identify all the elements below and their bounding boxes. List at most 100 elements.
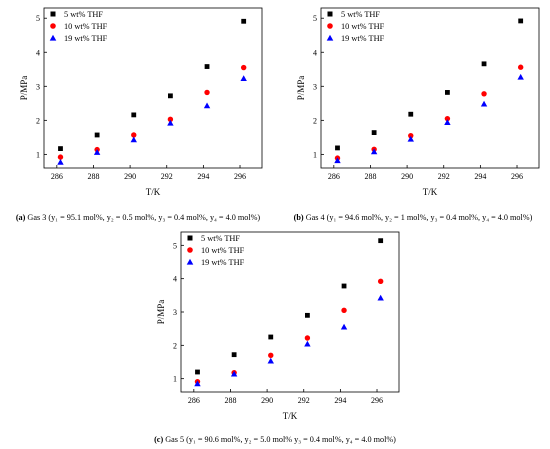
- chart-c-series-19-wt-thf: [194, 294, 384, 387]
- chart-b-series-10-wt-thf: [334, 64, 524, 161]
- chart-b-point-5-wt-thf-2: [408, 111, 414, 117]
- chart-c-y-tick-label-4: 4: [173, 275, 177, 284]
- chart-a-point-10-wt-thf-4: [204, 89, 210, 96]
- chart-c-series-5-wt-thf: [195, 238, 384, 375]
- chart-c-y-tick-label-1: 1: [173, 375, 177, 384]
- chart-a-point-10-wt-thf-5: [240, 64, 247, 71]
- chart-a-plot-frame: [43, 7, 263, 169]
- chart-a-point-19-wt-thf-3: [167, 119, 174, 126]
- chart-c-legend: 5 wt% THF 10 wt% THF 19 wt% THF: [186, 234, 245, 267]
- caption-b: (b) Gas 4 (y₁ = 94.6 mol%, y₂ = 1 mol%, …: [276, 213, 550, 222]
- chart-c-point-19-wt-thf-0: [194, 380, 201, 387]
- chart-a-x-tick-label-292: 292: [161, 172, 173, 181]
- chart-b-y-tick-label-3: 3: [313, 82, 317, 91]
- chart-a-legend-label-5-wt-thf: 5 wt% THF: [64, 10, 103, 19]
- chart-b-point-19-wt-thf-4: [480, 100, 488, 107]
- chart-a-x-tick-label-296: 296: [234, 172, 246, 181]
- chart-c-svg: 286 288 290 292 294 296 1 2 3 4 5 T/K P/MPa 5 wt% THF…: [156, 231, 400, 421]
- chart-b-x-tick-label-286: 286: [328, 172, 340, 181]
- chart-c-x-tick-label-292: 292: [298, 396, 310, 405]
- chart-c-x-tick-label-286: 286: [188, 396, 200, 405]
- chart-c-x-tick-label-296: 296: [371, 396, 383, 405]
- chart-c-point-5-wt-thf-0: [195, 369, 200, 375]
- chart-a-point-5-wt-thf-5: [241, 18, 247, 24]
- chart-c-y-tick-label-2: 2: [173, 341, 177, 350]
- chart-b-x-tick-label-288: 288: [364, 172, 376, 181]
- chart-c-point-10-wt-thf-2: [268, 352, 274, 359]
- chart-c-y-tick-label-5: 5: [173, 241, 177, 250]
- chart-c-point-5-wt-thf-1: [231, 352, 237, 358]
- chart-c-x-tick-label-294: 294: [334, 396, 346, 405]
- chart-c-point-19-wt-thf-4: [340, 323, 348, 330]
- chart-c-legend-label-10-wt-thf: 10 wt% THF: [201, 246, 245, 255]
- chart-b-point-5-wt-thf-5: [518, 18, 524, 24]
- chart-c-series-10-wt-thf: [194, 278, 384, 385]
- chart-a-point-5-wt-thf-4: [204, 64, 210, 69]
- chart-b-legend-marker-5-wt-thf: [327, 11, 333, 17]
- chart-a-point-5-wt-thf-0: [58, 146, 63, 151]
- chart-b-y-tick-label-4: 4: [313, 48, 317, 57]
- chart-a-legend-marker-19-wt-thf: [49, 34, 57, 41]
- chart-b-legend-label-19-wt-thf: 19 wt% THF: [341, 34, 385, 43]
- caption-a-text: Gas 3 (y₁ = 95.1 mol%, y₂ = 0.5 mol%, y₃…: [27, 213, 261, 222]
- chart-b-x-tick-label-294: 294: [474, 172, 486, 181]
- chart-c-point-10-wt-thf-5: [377, 278, 384, 285]
- chart-a-y-axis-title: P/MPa: [19, 76, 29, 101]
- chart-c-legend-marker-5-wt-thf: [187, 235, 193, 241]
- chart-a-point-10-wt-thf-2: [131, 132, 137, 138]
- chart-a-legend: 5 wt% THF 10 wt% THF 19 wt% THF: [49, 10, 108, 43]
- chart-b-legend-label-10-wt-thf: 10 wt% THF: [341, 22, 385, 31]
- chart-a-point-10-wt-thf-0: [57, 154, 64, 160]
- caption-a-label: (a): [15, 213, 26, 222]
- chart-c-point-5-wt-thf-4: [341, 283, 347, 289]
- chart-b-plot-frame: [320, 7, 540, 169]
- chart-c-legend-label-5-wt-thf: 5 wt% THF: [201, 234, 240, 243]
- chart-b-point-19-wt-thf-3: [444, 119, 451, 125]
- chart-a-x-tick-label-290: 290: [124, 172, 136, 181]
- chart-c-x-axis-title: T/K: [283, 411, 298, 421]
- caption-c-label: (c): [154, 435, 164, 444]
- chart-a-legend-label-19-wt-thf: 19 wt% THF: [64, 34, 108, 43]
- chart-c-point-19-wt-thf-3: [304, 340, 311, 347]
- chart-c-point-10-wt-thf-4: [341, 307, 347, 314]
- chart-a-x-tick-label-286: 286: [51, 172, 63, 181]
- chart-b-point-19-wt-thf-1: [370, 148, 378, 155]
- chart-c-point-5-wt-thf-5: [378, 238, 384, 244]
- chart-a-x-tick-label-294: 294: [197, 172, 209, 181]
- chart-b-point-19-wt-thf-0: [334, 157, 341, 164]
- caption-b-text: Gas 4 (y₁ = 94.6 mol%, y₂ = 1 mol%, y₃ =…: [305, 213, 533, 222]
- chart-b-point-19-wt-thf-5: [517, 73, 524, 80]
- chart-a-point-19-wt-thf-4: [203, 102, 211, 109]
- chart-c-legend-marker-10-wt-thf: [187, 247, 193, 253]
- chart-a-svg: 286 288 290 292 294 296 1 2 3 4 5 T/K P/MPa 5 wt% THF…: [19, 7, 263, 197]
- chart-a-y-tick-label-4: 4: [36, 48, 40, 57]
- chart-c-legend-marker-19-wt-thf: [186, 258, 194, 265]
- chart-c-x-tick-label-290: 290: [261, 396, 273, 405]
- chart-b-point-10-wt-thf-4: [481, 91, 487, 97]
- chart-b-series-19-wt-thf: [334, 73, 524, 164]
- chart-b-point-10-wt-thf-5: [517, 64, 524, 70]
- chart-c-point-10-wt-thf-3: [304, 335, 311, 341]
- chart-a-y-tick-label-2: 2: [36, 116, 40, 125]
- chart-a-point-19-wt-thf-0: [57, 159, 64, 165]
- chart-b-svg: 286 288 290 292 294 296 1 2 3 4 5 T/K P/MPa 5 wt% THF…: [296, 7, 540, 197]
- chart-c-point-19-wt-thf-2: [267, 357, 274, 364]
- caption-b-label: (b): [293, 213, 304, 222]
- chart-b-x-axis-title: T/K: [423, 187, 438, 197]
- chart-c-point-19-wt-thf-1: [230, 370, 238, 377]
- chart-b-legend-marker-10-wt-thf: [327, 23, 333, 29]
- chart-panel-c: 286 288 290 292 294 296 1 2 3 4 5 T/K P/MPa 5 wt% THF…: [143, 224, 407, 432]
- chart-a-point-5-wt-thf-2: [131, 112, 137, 118]
- chart-a-point-19-wt-thf-2: [130, 136, 137, 143]
- caption-c-text: Gas 5 (y₁ = 90.6 mol%, y₂ = 5.0 mol% y₃ …: [165, 435, 396, 444]
- chart-a-legend-marker-10-wt-thf: [50, 23, 56, 29]
- chart-a-series-5-wt-thf: [58, 18, 247, 151]
- chart-c-y-tick-label-3: 3: [173, 308, 177, 317]
- chart-b-legend-label-5-wt-thf: 5 wt% THF: [341, 10, 380, 19]
- caption-c: (c) Gas 5 (y₁ = 90.6 mol%, y₂ = 5.0 mol%…: [128, 435, 422, 444]
- chart-c-legend-label-19-wt-thf: 19 wt% THF: [201, 258, 245, 267]
- chart-b-legend-marker-19-wt-thf: [326, 34, 334, 41]
- chart-b-y-tick-label-2: 2: [313, 116, 317, 125]
- chart-b-x-tick-label-290: 290: [401, 172, 413, 181]
- chart-c-point-19-wt-thf-5: [377, 294, 384, 301]
